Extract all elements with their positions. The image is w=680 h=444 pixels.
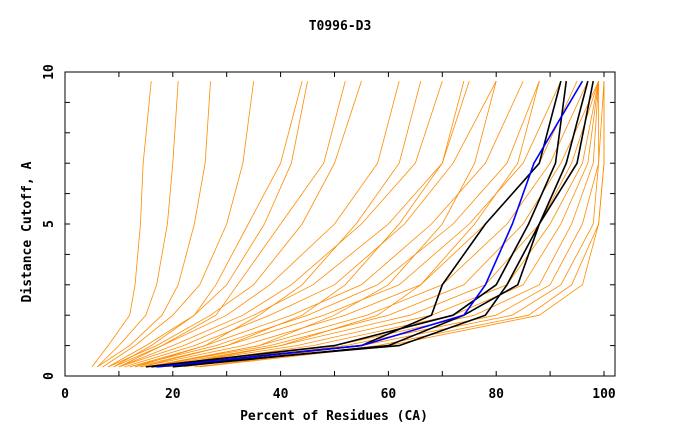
- curve-others-23: [199, 81, 605, 368]
- chart-title: T0996-D3: [309, 19, 372, 34]
- x-tick-label: 80: [488, 387, 504, 402]
- curve-others-1: [97, 81, 179, 368]
- curve-highlight-30: [145, 81, 568, 368]
- curve-highlight-33: [172, 80, 595, 368]
- y-tick-label: 5: [42, 220, 57, 228]
- x-tick-label: 20: [165, 387, 181, 402]
- curve-others-3: [102, 81, 255, 368]
- curve-others-20: [172, 81, 600, 368]
- y-tick-label: 0: [42, 372, 57, 380]
- curve-others-15: [145, 80, 599, 368]
- curve-others-5: [107, 80, 362, 368]
- curve-others-16: [151, 80, 599, 368]
- curve-others-11: [129, 80, 540, 368]
- curve-others-0: [91, 81, 152, 368]
- y-axis-label: Distance Cutoff, A: [20, 161, 35, 302]
- curve-others-2: [97, 81, 211, 368]
- curve-highlight-32: [156, 80, 589, 368]
- curve-others-18: [161, 81, 600, 368]
- curve-others-14: [145, 80, 589, 368]
- x-tick-label: 60: [381, 387, 397, 402]
- curves: [91, 80, 605, 368]
- curve-others-26: [140, 81, 465, 368]
- curve-others-27: [151, 81, 497, 368]
- curve-others-28: [161, 81, 540, 368]
- curve-others-19: [167, 81, 600, 368]
- curve-best-34: [156, 80, 584, 368]
- ticks: 0 20 40 60 80 100 0 5 10: [42, 64, 616, 402]
- curve-others-7: [118, 80, 443, 368]
- curve-others-24: [118, 81, 346, 368]
- curve-others-29: [134, 81, 422, 368]
- x-tick-label: 40: [273, 387, 289, 402]
- x-tick-label: 100: [592, 387, 616, 402]
- curve-others-9: [124, 80, 497, 368]
- curve-others-10: [129, 80, 524, 368]
- curve-others-4: [107, 81, 308, 368]
- y-tick-label: 10: [42, 64, 57, 80]
- x-tick-label: 0: [61, 387, 69, 402]
- x-axis-label: Percent of Residues (CA): [240, 409, 428, 424]
- curve-others-25: [113, 81, 303, 368]
